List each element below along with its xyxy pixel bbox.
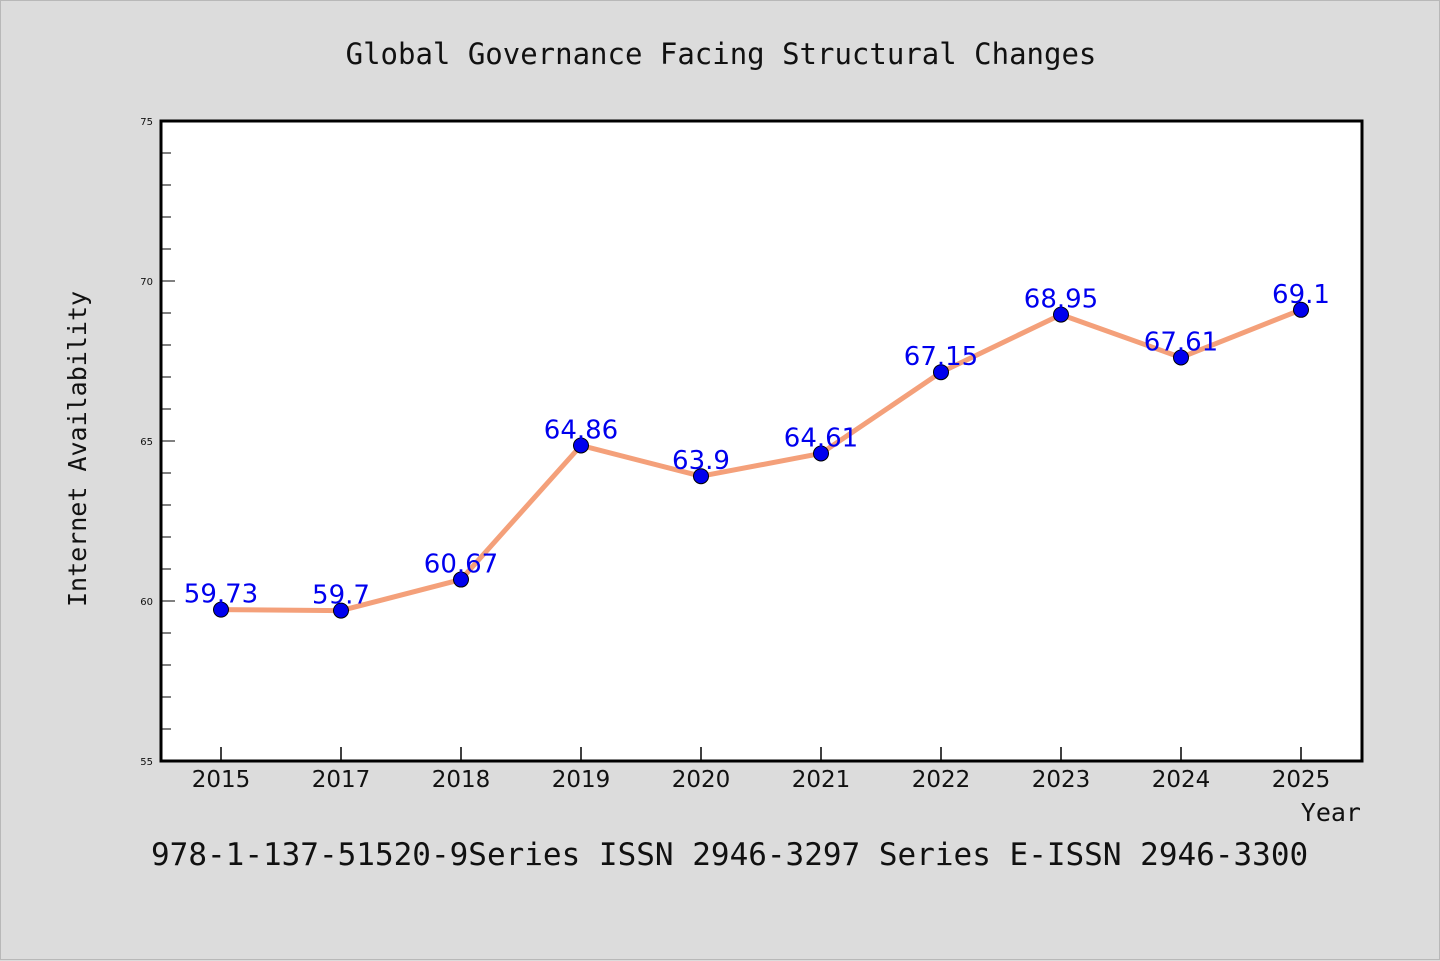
y-axis-ticks: 55 60 65 70 75 xyxy=(140,117,175,768)
x-tick-label: 2018 xyxy=(432,767,491,793)
chart-title: Global Governance Facing Structural Chan… xyxy=(346,37,1097,71)
data-labels: 59.73 59.7 60.67 64.86 63.9 64.61 67.15 68.95 67… xyxy=(184,280,1330,611)
data-point xyxy=(1173,349,1189,366)
series-line xyxy=(218,307,1304,614)
data-label: 67.61 xyxy=(1144,327,1218,357)
data-point xyxy=(1293,301,1309,318)
x-tick-label: 2022 xyxy=(912,767,971,793)
x-tick-label: 2024 xyxy=(1152,767,1211,793)
x-tick-label: 2015 xyxy=(192,767,251,793)
data-point xyxy=(213,601,229,618)
x-tick-label: 2020 xyxy=(672,767,731,793)
x-tick-label: 2017 xyxy=(312,767,371,793)
data-point xyxy=(813,445,829,462)
x-tick-label: 2023 xyxy=(1032,767,1091,793)
data-label: 59.7 xyxy=(312,581,370,611)
y-tick-label: 65 xyxy=(140,437,153,448)
footer-isbn-issn: 978-1-137-51520-9Series ISSN 2946-3297 S… xyxy=(151,837,1308,873)
data-point xyxy=(573,437,589,454)
data-label: 67.15 xyxy=(904,342,978,372)
series-markers xyxy=(213,301,1309,619)
data-point xyxy=(1053,306,1069,323)
y-tick-label: 70 xyxy=(140,277,153,288)
data-label: 60.67 xyxy=(424,550,498,580)
data-point xyxy=(333,602,349,619)
data-label: 64.61 xyxy=(784,423,858,453)
x-axis-title: Year xyxy=(1301,798,1361,827)
x-axis-ticks: 2015 2017 2018 2019 2020 2021 2022 2023 2024 2025 xyxy=(192,747,1331,793)
plot-area xyxy=(159,119,1364,763)
data-label: 64.86 xyxy=(544,415,618,445)
data-label: 63.9 xyxy=(672,446,730,476)
x-tick-label: 2025 xyxy=(1272,767,1331,793)
data-label: 59.73 xyxy=(184,580,258,610)
data-label: 69.1 xyxy=(1272,280,1330,310)
y-tick-label: 60 xyxy=(140,597,153,608)
y-tick-label: 55 xyxy=(140,757,153,768)
data-point xyxy=(933,364,949,381)
data-point xyxy=(693,468,709,485)
x-tick-label: 2021 xyxy=(792,767,851,793)
data-label: 68.95 xyxy=(1024,285,1098,315)
y-axis-title: Internet Availability xyxy=(63,291,92,607)
x-tick-label: 2019 xyxy=(552,767,611,793)
data-point xyxy=(453,571,469,588)
y-tick-label: 75 xyxy=(140,117,153,128)
